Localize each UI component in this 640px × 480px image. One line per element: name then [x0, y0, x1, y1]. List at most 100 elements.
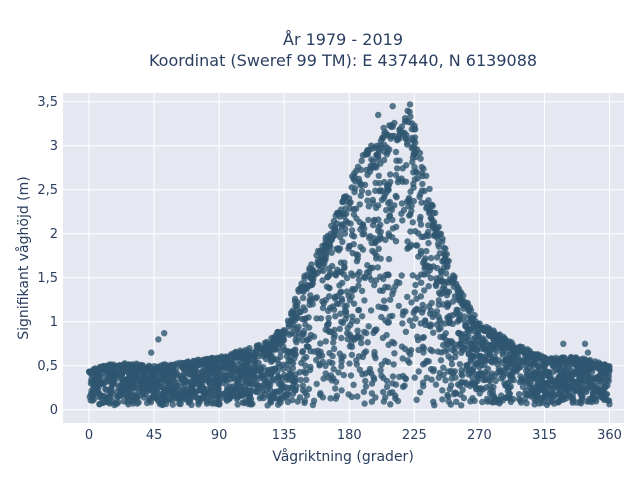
scatter-point	[286, 376, 293, 383]
scatter-point	[309, 301, 316, 308]
x-tick-label: 270	[467, 428, 492, 443]
scatter-point	[484, 329, 492, 336]
scatter-point	[455, 285, 463, 292]
scatter-point	[359, 231, 366, 238]
scatter-point	[362, 377, 369, 385]
scatter-point	[384, 358, 392, 366]
scatter-point	[366, 365, 374, 373]
scatter-point	[230, 373, 237, 380]
scatter-point	[336, 325, 343, 332]
scatter-point	[358, 157, 365, 164]
scatter-point	[398, 272, 405, 279]
x-tick-label: 360	[597, 428, 622, 443]
scatter-point	[325, 314, 332, 322]
scatter-point	[307, 292, 314, 299]
scatter-point	[430, 329, 437, 336]
scatter-point	[584, 349, 592, 356]
scatter-point	[464, 337, 472, 344]
scatter-point	[417, 221, 425, 228]
scatter-point	[331, 331, 338, 339]
scatter-point	[456, 361, 464, 368]
scatter-point	[520, 346, 528, 354]
scatter-point	[245, 400, 252, 408]
scatter-point	[326, 349, 333, 357]
scatter-point	[346, 360, 353, 367]
scatter-point	[383, 383, 391, 390]
scatter-point	[375, 172, 382, 179]
scatter-point	[353, 251, 360, 258]
scatter-point	[438, 268, 445, 275]
scatter-point	[362, 151, 369, 158]
scatter-point	[419, 180, 426, 188]
scatter-point	[406, 101, 414, 108]
scatter-point	[352, 205, 360, 212]
scatter-point	[377, 367, 384, 374]
scatter-point	[423, 374, 430, 381]
scatter-point	[319, 277, 326, 284]
scatter-point	[305, 385, 313, 393]
scatter-point	[550, 377, 557, 384]
scatter-point	[96, 401, 103, 408]
scatter-point	[292, 346, 299, 353]
scatter-point	[437, 357, 445, 364]
scatter-point	[480, 335, 487, 342]
scatter-point	[557, 358, 565, 365]
scatter-point	[387, 171, 394, 178]
scatter-point	[353, 258, 361, 265]
scatter-point	[234, 353, 241, 360]
scatter-point	[597, 371, 604, 378]
scatter-point	[392, 381, 400, 388]
scatter-point	[205, 355, 212, 363]
scatter-point	[365, 189, 372, 196]
scatter-point	[371, 281, 378, 289]
scatter-point	[509, 345, 516, 352]
scatter-point	[543, 388, 551, 396]
scatter-point	[568, 372, 575, 379]
scatter-point	[417, 155, 424, 162]
scatter-point	[332, 313, 339, 320]
scatter-point	[308, 261, 315, 268]
scatter-point	[448, 369, 455, 376]
scatter-point	[118, 388, 125, 396]
scatter-point	[244, 386, 251, 393]
scatter-point	[441, 348, 448, 355]
scatter-point	[313, 252, 320, 259]
scatter-point	[399, 311, 407, 319]
scatter-point	[338, 358, 345, 365]
scatter-point	[420, 345, 428, 352]
scatter-point	[380, 398, 388, 405]
scatter-point	[227, 368, 234, 376]
scatter-point	[251, 370, 258, 377]
scatter-point	[308, 271, 315, 278]
scatter-point	[313, 315, 320, 322]
scatter-point	[203, 400, 211, 407]
scatter-point	[474, 374, 481, 382]
scatter-point	[277, 399, 284, 406]
scatter-point	[296, 394, 304, 401]
scatter-point	[299, 382, 307, 389]
scatter-point	[385, 199, 392, 207]
scatter-point	[306, 366, 314, 374]
scatter-point	[303, 343, 310, 350]
scatter-point	[365, 216, 372, 224]
scatter-point	[376, 287, 384, 294]
scatter-point	[393, 157, 400, 164]
scatter-point	[333, 269, 340, 277]
scatter-point	[389, 225, 397, 232]
scatter-point	[385, 255, 393, 263]
scatter-point	[540, 393, 548, 401]
scatter-point	[399, 217, 406, 224]
scatter-point	[355, 276, 363, 283]
scatter-point	[415, 253, 422, 260]
scatter-point	[319, 394, 327, 401]
scatter-point	[330, 365, 337, 373]
scatter-point	[402, 328, 410, 335]
scatter-point	[326, 359, 333, 366]
scatter-point	[382, 236, 389, 243]
scatter-point	[372, 354, 379, 362]
scatter-point	[338, 387, 345, 394]
scatter-point	[313, 380, 320, 388]
scatter-point	[367, 307, 375, 314]
scatter-point	[446, 338, 453, 345]
